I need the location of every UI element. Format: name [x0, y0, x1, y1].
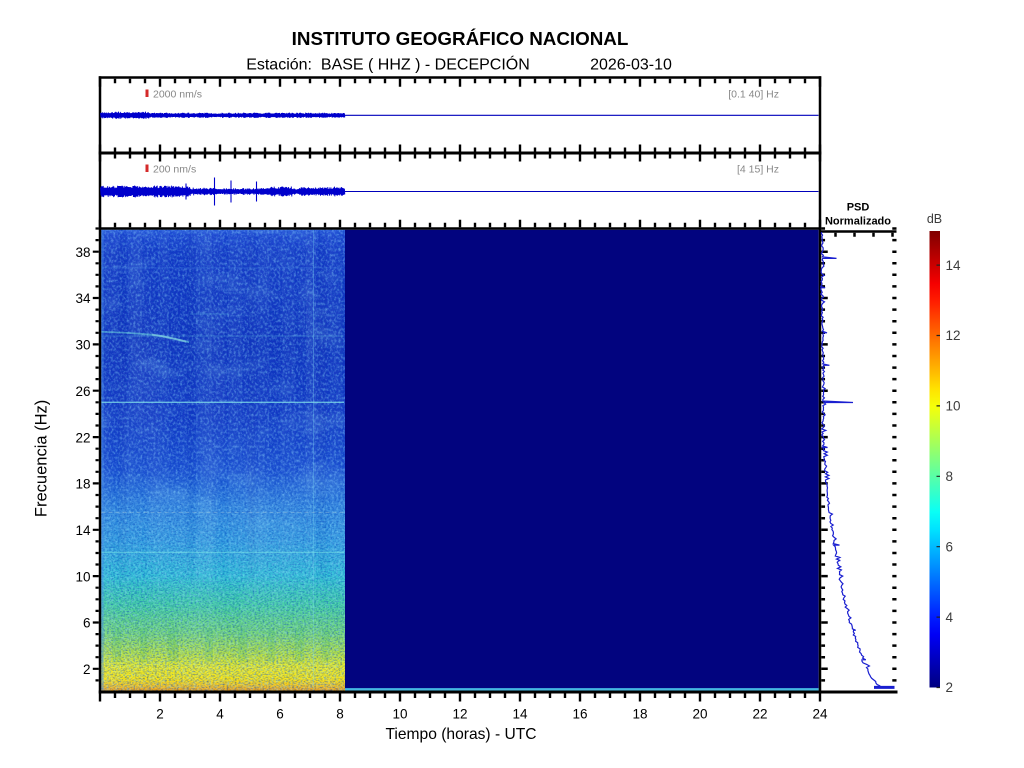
svg-text:12: 12	[452, 707, 467, 722]
svg-text:22: 22	[75, 430, 90, 445]
svg-text:Estación: BASE ( HHZ ) - DECE: Estación: BASE ( HHZ ) - DECEPCIÓN	[246, 55, 530, 74]
svg-text:14: 14	[946, 258, 962, 273]
svg-text:8: 8	[336, 707, 344, 722]
svg-text:38: 38	[75, 245, 90, 260]
svg-text:10: 10	[946, 399, 961, 414]
svg-text:2: 2	[946, 680, 954, 695]
svg-text:16: 16	[572, 707, 587, 722]
svg-text:18: 18	[632, 707, 647, 722]
svg-text:6: 6	[276, 707, 284, 722]
svg-text:[0.1 40] Hz: [0.1 40] Hz	[728, 89, 779, 101]
svg-text:2000 nm/s: 2000 nm/s	[153, 89, 202, 101]
svg-text:Normalizado: Normalizado	[825, 216, 891, 228]
svg-text:26: 26	[75, 384, 90, 399]
svg-text:18: 18	[75, 477, 90, 492]
svg-text:[4 15] Hz: [4 15] Hz	[737, 164, 779, 176]
svg-text:4: 4	[216, 707, 224, 722]
svg-text:INSTITUTO GEOGRÁFICO NACIONAL: INSTITUTO GEOGRÁFICO NACIONAL	[292, 28, 629, 49]
svg-text:dB: dB	[927, 212, 942, 226]
svg-text:2: 2	[83, 662, 91, 677]
svg-text:30: 30	[75, 338, 90, 353]
svg-text:22: 22	[752, 707, 767, 722]
svg-text:Frecuencia (Hz): Frecuencia (Hz)	[33, 400, 51, 517]
svg-text:6: 6	[83, 616, 91, 631]
svg-text:200 nm/s: 200 nm/s	[153, 164, 196, 176]
svg-text:12: 12	[946, 328, 961, 343]
svg-text:6: 6	[946, 539, 954, 554]
svg-text:10: 10	[392, 707, 407, 722]
svg-text:20: 20	[692, 707, 707, 722]
svg-text:24: 24	[812, 707, 828, 722]
svg-text:10: 10	[75, 569, 90, 584]
svg-text:4: 4	[946, 610, 954, 625]
svg-text:8: 8	[946, 469, 954, 484]
svg-text:34: 34	[75, 291, 91, 306]
svg-text:14: 14	[75, 523, 91, 538]
svg-text:PSD: PSD	[847, 202, 870, 214]
svg-text:2: 2	[156, 707, 164, 722]
svg-text:Tiempo (horas) - UTC: Tiempo (horas) - UTC	[385, 726, 536, 743]
svg-text:2026-03-10: 2026-03-10	[590, 57, 672, 74]
svg-text:14: 14	[512, 707, 528, 722]
